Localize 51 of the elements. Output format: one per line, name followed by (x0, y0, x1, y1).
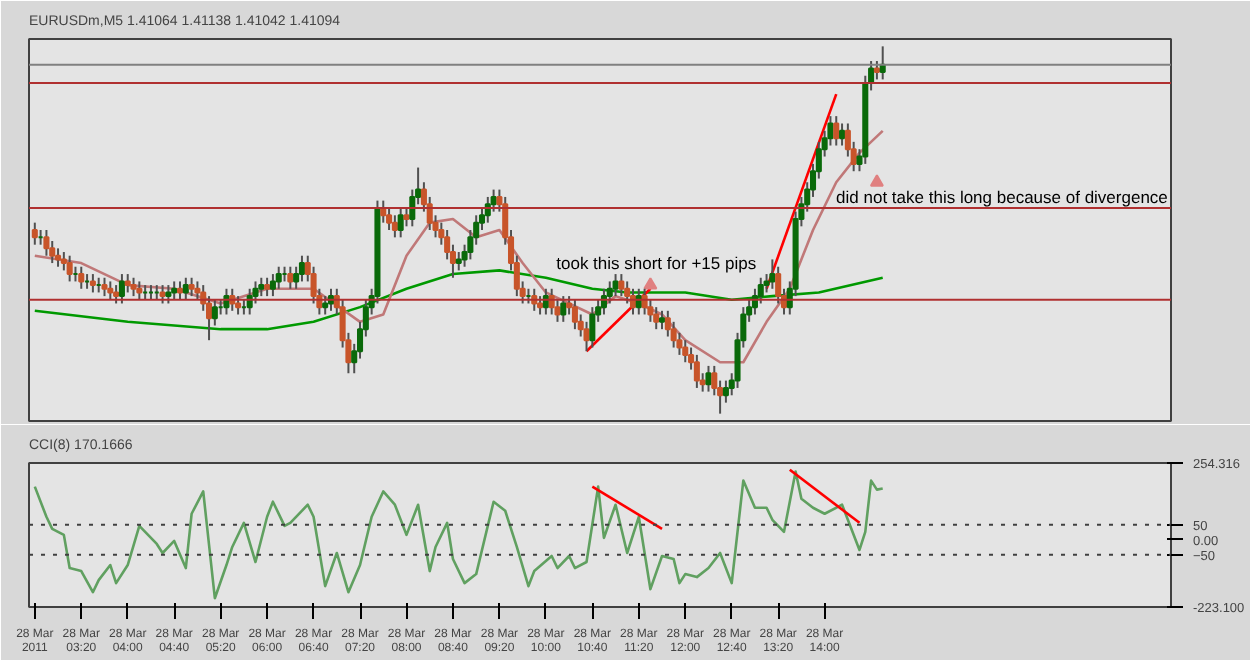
candlestick (107, 280, 114, 301)
candlestick (176, 280, 184, 301)
candlestick (171, 280, 178, 301)
candlestick (235, 295, 242, 316)
candlestick (269, 273, 276, 298)
candlestick (397, 206, 404, 239)
candlestick (455, 251, 462, 272)
candlestick (159, 284, 166, 305)
candlestick (769, 258, 776, 290)
candlestick (89, 273, 96, 294)
candlestick (118, 273, 125, 305)
candlestick (873, 60, 880, 81)
candlestick (682, 339, 689, 364)
candlestick (589, 306, 596, 349)
candlestick (560, 295, 567, 323)
candlestick (833, 115, 840, 147)
line-series (33, 470, 885, 600)
candlestick (182, 276, 189, 301)
candlestick (130, 276, 137, 298)
candlestick (653, 306, 660, 331)
candlestick (391, 214, 398, 239)
candlestick (322, 295, 329, 316)
candlestick (618, 273, 625, 298)
candlestick (136, 280, 143, 301)
candlestick (839, 122, 846, 147)
candlestick (264, 276, 271, 298)
candlestick (386, 206, 393, 231)
candlestick (113, 284, 120, 305)
candlestick (31, 221, 38, 246)
candlestick (101, 276, 108, 298)
candlestick (705, 364, 712, 393)
annotation: did not take this long because of divergence (836, 186, 1169, 207)
candlestick (287, 265, 294, 290)
candlestick (66, 254, 73, 283)
candlestick (43, 229, 50, 257)
candlestick (78, 265, 85, 290)
candlestick (188, 276, 195, 298)
candlestick (693, 353, 700, 389)
candlestick (124, 273, 131, 294)
candlestick (298, 254, 305, 283)
candlestick (211, 298, 218, 327)
candlestick (612, 273, 619, 298)
candlestick (537, 295, 544, 316)
candlestick (165, 284, 172, 305)
candlestick (258, 276, 265, 298)
candlestick (722, 379, 729, 404)
candlestick (55, 247, 62, 268)
candlestick (658, 309, 666, 331)
candlestick (571, 298, 578, 331)
candlestick (275, 265, 282, 290)
annotation: took this short for +15 pips (556, 253, 757, 274)
